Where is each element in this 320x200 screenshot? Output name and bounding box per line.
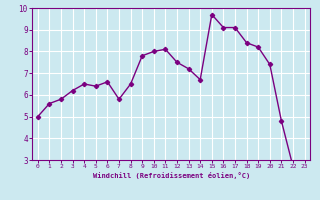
X-axis label: Windchill (Refroidissement éolien,°C): Windchill (Refroidissement éolien,°C) (92, 172, 250, 179)
